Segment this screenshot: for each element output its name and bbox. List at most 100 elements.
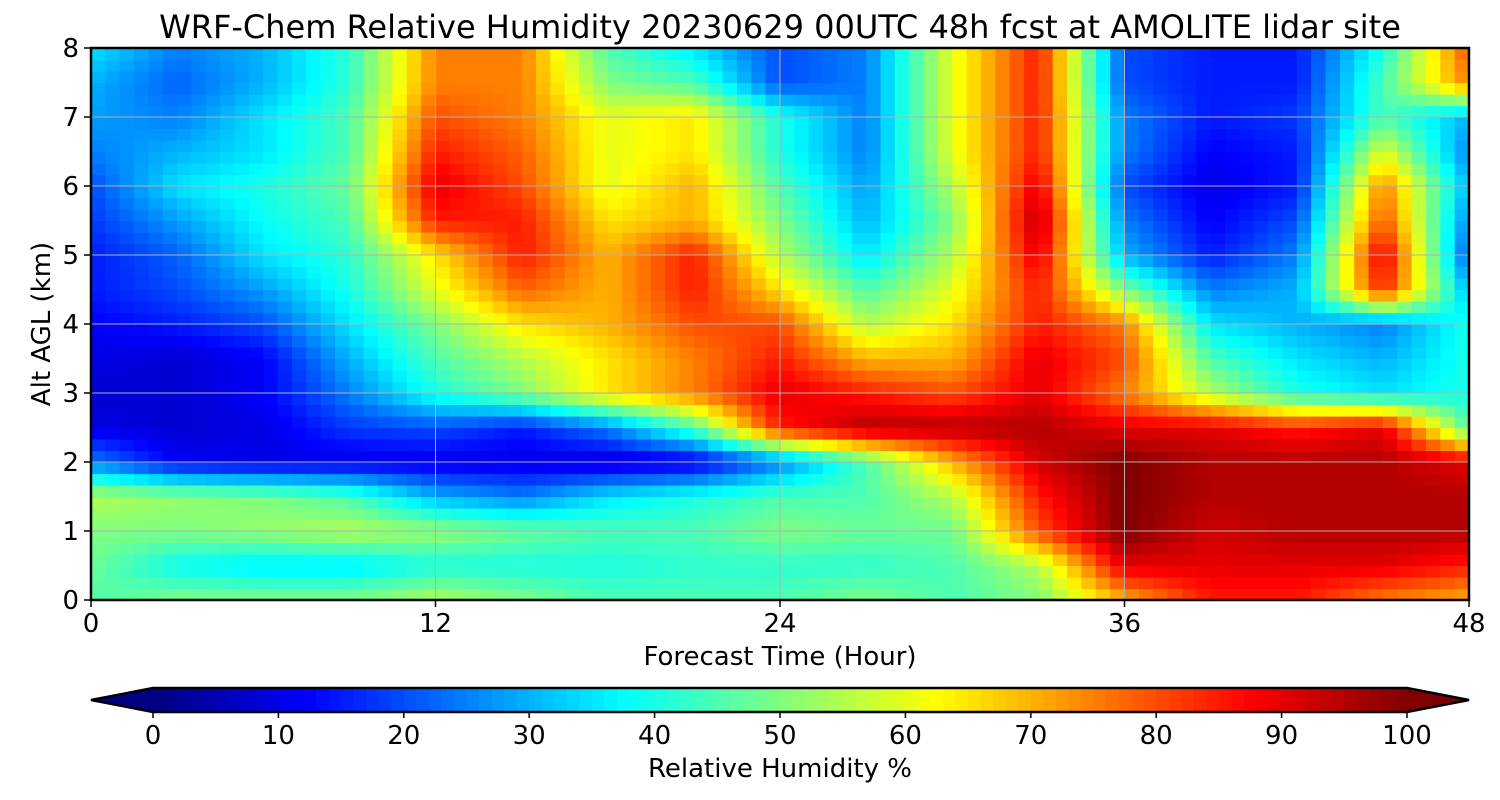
heatmap-cell (464, 266, 480, 279)
heatmap-cell (1181, 416, 1197, 429)
heatmap-cell (1153, 301, 1169, 314)
heatmap-cell (980, 59, 996, 72)
heatmap-cell (1339, 151, 1355, 164)
colorbar-segment (1043, 688, 1057, 712)
heatmap-cell (1268, 542, 1283, 555)
heatmap-cell (1268, 289, 1283, 302)
heatmap-cell (478, 140, 494, 153)
heatmap-cell (937, 186, 953, 199)
heatmap-cell (363, 243, 379, 256)
y-tick-label: 7 (62, 103, 79, 133)
heatmap-cell (722, 485, 738, 498)
heatmap-cell (277, 347, 293, 360)
heatmap-cell (363, 416, 379, 429)
heatmap-cell (248, 485, 264, 498)
heatmap-cell (119, 404, 135, 417)
heatmap-cell (220, 519, 236, 532)
heatmap-cell (507, 71, 523, 84)
heatmap-cell (492, 519, 508, 532)
heatmap-cell (306, 71, 322, 84)
heatmap-cell (1311, 48, 1327, 61)
heatmap-cell (306, 404, 322, 417)
heatmap-cell (449, 531, 465, 544)
colorbar-segment (579, 688, 593, 712)
heatmap-cell (1382, 519, 1398, 532)
heatmap-cell (191, 347, 207, 360)
heatmap-cell (564, 128, 580, 141)
heatmap-cell (995, 416, 1011, 429)
heatmap-cell (952, 496, 968, 509)
heatmap-cell (736, 347, 752, 360)
heatmap-cell (91, 588, 106, 600)
heatmap-cell (1167, 542, 1183, 555)
heatmap-cell (550, 59, 566, 72)
colorbar-segment (1256, 688, 1270, 712)
heatmap-cell (1081, 508, 1097, 521)
heatmap-cell (679, 347, 695, 360)
heatmap-cell (1181, 370, 1197, 383)
heatmap-cell (679, 416, 695, 429)
heatmap-cell (306, 232, 322, 245)
heatmap-cell (119, 48, 135, 61)
heatmap-cell (335, 140, 350, 153)
heatmap-cell (263, 485, 279, 498)
heatmap-cell (1440, 151, 1456, 164)
heatmap-cell (1253, 439, 1269, 452)
heatmap-cell (1067, 94, 1083, 107)
heatmap-cell (937, 301, 953, 314)
heatmap-cell (392, 542, 408, 555)
heatmap-cell (1024, 381, 1039, 394)
heatmap-cell (1354, 565, 1370, 578)
heatmap-cell (636, 416, 652, 429)
heatmap-cell (191, 266, 207, 279)
heatmap-cell (1368, 404, 1384, 417)
heatmap-cell (1239, 335, 1255, 348)
heatmap-cell (923, 301, 939, 314)
heatmap-cell (220, 94, 236, 107)
heatmap-cell (234, 117, 250, 130)
heatmap-cell (1354, 48, 1370, 61)
heatmap-cell (1153, 105, 1169, 118)
heatmap-cell (837, 324, 853, 337)
heatmap-cell (134, 450, 150, 463)
heatmap-cell (1124, 462, 1140, 475)
heatmap-cell (1253, 105, 1269, 118)
heatmap-cell (335, 427, 350, 440)
heatmap-cell (980, 588, 996, 600)
colorbar-segment (817, 688, 831, 712)
heatmap-cell (1425, 542, 1441, 555)
heatmap-cell (263, 289, 279, 302)
heatmap-cell (1181, 554, 1197, 567)
heatmap-cell (507, 473, 523, 486)
heatmap-cell (1138, 243, 1154, 256)
heatmap-cell (1153, 473, 1169, 486)
heatmap-cell (1296, 48, 1312, 61)
heatmap-cell (780, 404, 795, 417)
heatmap-cell (492, 232, 508, 245)
heatmap-cell (1052, 312, 1068, 325)
heatmap-cell (1282, 266, 1298, 279)
heatmap-cell (593, 347, 609, 360)
heatmap-cell (1124, 243, 1140, 256)
heatmap-cell (177, 531, 193, 544)
heatmap-cell (464, 255, 480, 268)
heatmap-cell (478, 519, 494, 532)
heatmap-cell (492, 416, 508, 429)
heatmap-cell (435, 381, 451, 394)
heatmap-cell (521, 59, 537, 72)
heatmap-cell (392, 105, 408, 118)
heatmap-cell (335, 128, 350, 141)
heatmap-cell (378, 105, 394, 118)
heatmap-cell (808, 232, 824, 245)
heatmap-cell (507, 278, 523, 291)
heatmap-cell (291, 117, 307, 130)
heatmap-cell (1454, 105, 1469, 118)
heatmap-cell (406, 381, 422, 394)
heatmap-cell (622, 381, 638, 394)
heatmap-cell (808, 450, 824, 463)
heatmap-cell (794, 174, 810, 187)
heatmap-cell (923, 174, 939, 187)
heatmap-cell (665, 588, 681, 600)
heatmap-cell (579, 266, 594, 279)
heatmap-cell (421, 71, 437, 84)
